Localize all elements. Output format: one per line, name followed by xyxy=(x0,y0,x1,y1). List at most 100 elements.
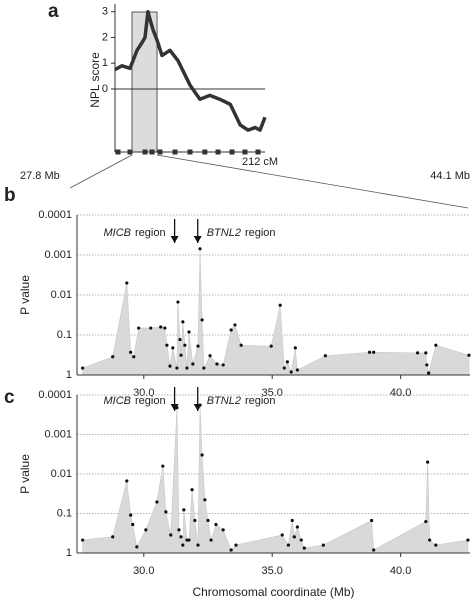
x-tick-label: 35.0 xyxy=(262,565,283,577)
data-point xyxy=(278,303,282,307)
data-point xyxy=(302,546,306,550)
y-tick-label: 3 xyxy=(102,6,108,18)
marker xyxy=(202,149,208,155)
data-point xyxy=(434,543,438,547)
npl-line xyxy=(114,9,267,132)
annotation-text: region xyxy=(135,395,166,407)
annotation-gene: MICB xyxy=(104,395,132,407)
panel-label: c xyxy=(4,387,15,408)
data-point xyxy=(179,353,183,357)
data-point xyxy=(177,528,181,532)
data-point xyxy=(183,343,187,347)
y-tick-label: 0.01 xyxy=(51,289,72,301)
data-point xyxy=(286,543,290,547)
area xyxy=(82,405,469,554)
data-point xyxy=(215,362,219,366)
data-point xyxy=(424,519,428,524)
arrow-head xyxy=(193,236,202,243)
data-point xyxy=(295,525,299,529)
marker xyxy=(242,149,248,155)
y-tick-label: 0.001 xyxy=(44,249,72,261)
zoom-label: 44.1 Mb xyxy=(430,170,470,182)
data-point xyxy=(367,350,372,354)
data-point xyxy=(144,528,148,532)
y-axis-label: NPL score xyxy=(88,52,102,108)
panel-label: b xyxy=(4,185,16,206)
data-point xyxy=(149,326,153,330)
annotation-gene: BTNL2 xyxy=(207,395,241,407)
data-point xyxy=(239,343,243,347)
data-point xyxy=(292,535,296,539)
y-tick-label: 1 xyxy=(102,57,108,69)
arrow-head xyxy=(170,236,179,243)
data-point xyxy=(370,518,374,523)
data-point xyxy=(416,351,420,355)
data-point xyxy=(198,247,202,251)
data-point xyxy=(165,343,169,347)
data-point xyxy=(323,354,327,358)
data-point xyxy=(181,320,185,324)
data-point xyxy=(164,510,168,514)
data-point xyxy=(137,326,141,330)
x-tick-label: 40.0 xyxy=(390,565,411,577)
data-point xyxy=(187,330,191,334)
data-point xyxy=(196,543,200,547)
data-point xyxy=(428,538,432,542)
data-point xyxy=(193,518,197,523)
y-tick-label: 1 xyxy=(66,369,72,381)
data-point xyxy=(163,326,167,330)
data-point xyxy=(129,350,133,354)
y-tick-label: 0.0001 xyxy=(38,389,72,401)
data-point xyxy=(299,538,303,542)
data-point xyxy=(269,344,273,348)
marker xyxy=(149,149,155,155)
marker xyxy=(215,149,221,155)
y-tick-label: 0.01 xyxy=(51,468,72,480)
y-tick-label: 2 xyxy=(102,31,108,43)
x-axis-label: Chromosomal coordinate (Mb) xyxy=(192,585,354,599)
data-point xyxy=(129,513,133,517)
x-tick-label: 30.0 xyxy=(133,387,154,399)
y-tick-label: 0.001 xyxy=(44,428,72,440)
data-point xyxy=(229,548,233,552)
data-point xyxy=(178,337,182,342)
y-tick-label: 0.0001 xyxy=(38,209,72,221)
marker xyxy=(229,149,235,155)
data-point xyxy=(200,318,204,322)
x-end-label: 212 cM xyxy=(242,156,278,168)
marker xyxy=(157,149,163,155)
data-point xyxy=(424,351,428,355)
data-point xyxy=(176,300,180,304)
zoom-line xyxy=(69,154,133,189)
data-point xyxy=(185,366,189,370)
marker xyxy=(187,149,193,155)
data-point xyxy=(233,323,237,327)
data-point xyxy=(221,528,225,532)
data-point xyxy=(132,355,136,359)
annotation-text: region xyxy=(245,395,276,407)
data-point xyxy=(466,538,470,542)
data-point xyxy=(181,543,185,547)
data-point xyxy=(280,533,284,537)
marker xyxy=(172,149,178,155)
marker xyxy=(127,149,133,155)
panel-label: a xyxy=(48,1,59,22)
data-point xyxy=(168,364,172,368)
data-point xyxy=(425,363,429,367)
data-point xyxy=(159,325,163,329)
data-point xyxy=(229,328,233,332)
data-point xyxy=(155,500,159,504)
annotation-gene: BTNL2 xyxy=(207,227,241,239)
data-point xyxy=(125,281,129,285)
data-point xyxy=(282,366,286,370)
marker xyxy=(115,149,121,155)
data-point xyxy=(171,346,175,350)
x-tick-label: 35.0 xyxy=(262,387,283,399)
data-point xyxy=(203,498,207,502)
annotation-text: region xyxy=(135,227,166,239)
arrow-head xyxy=(170,404,179,411)
annotation-text: region xyxy=(245,227,276,239)
marker xyxy=(255,149,261,155)
data-point xyxy=(372,548,376,552)
data-point xyxy=(131,522,135,527)
